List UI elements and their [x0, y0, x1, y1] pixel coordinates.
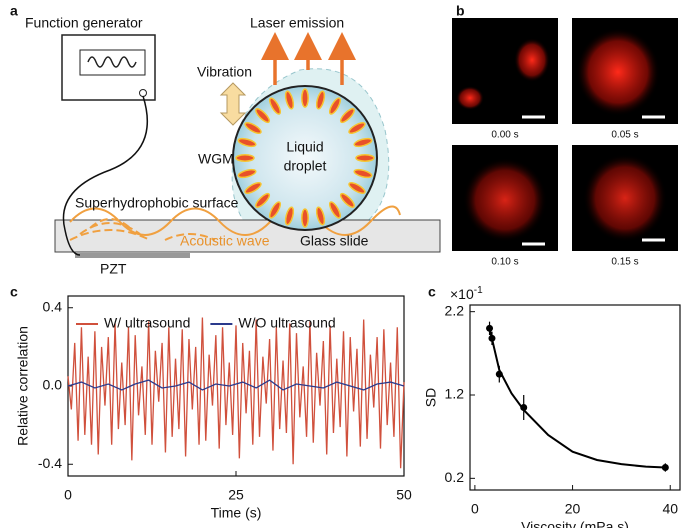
wgm-spike: [284, 90, 295, 110]
point: [495, 370, 503, 378]
wgm-spike: [237, 168, 257, 179]
image-blob: [463, 158, 547, 242]
wgm-spike: [328, 201, 342, 219]
image-time: 0.00 s: [491, 130, 518, 141]
x-axis-title: Time (s): [211, 505, 262, 521]
x-tick-label: 0: [471, 501, 479, 517]
diagram-label: Superhydrophobic surface: [75, 195, 239, 211]
wgm-spike: [244, 121, 262, 135]
series-line: [488, 328, 666, 469]
panel-label: b: [456, 3, 465, 19]
wgm-spike: [348, 181, 366, 195]
diagram-label: Vibration: [197, 64, 252, 80]
y-tick-label: 0.4: [43, 298, 63, 314]
wgm-spike: [315, 206, 326, 226]
wgm-spike: [235, 154, 255, 162]
panel-label: a: [10, 3, 18, 19]
wgm-spike: [244, 181, 262, 195]
x-axis-title: Viscosity (mPa.s): [521, 519, 629, 528]
image-grid: 0.00 s 0.05 s 0.10 s 0.15 s: [452, 18, 678, 268]
legend-label: W/O ultrasound: [238, 315, 335, 331]
panel-label: c: [10, 284, 18, 300]
diagram-label: Liquid: [286, 139, 323, 155]
diagram: Function generator Laser emission Vibrat…: [25, 15, 441, 277]
y-axis-title: Relative correlation: [15, 326, 31, 446]
wgm-spike: [315, 90, 326, 110]
diagram-label: PZT: [100, 261, 127, 277]
wgm-spike: [237, 137, 257, 148]
diagram-label: Function generator: [25, 15, 143, 31]
vibration-arrow: [219, 82, 247, 126]
diagram-label: Glass slide: [300, 233, 369, 249]
port: [139, 89, 147, 97]
glass-slide: [54, 219, 441, 253]
surface-wave: [69, 205, 401, 236]
pzt: [75, 253, 190, 258]
image-blob: [514, 38, 550, 82]
y-tick-label: -0.4: [38, 455, 62, 471]
wgm-spikes: [235, 88, 375, 228]
sine: [87, 56, 137, 68]
diagram-label: Acoustic wave: [180, 233, 270, 249]
y-axis-title: SD: [423, 388, 439, 407]
wgm-spike: [268, 201, 282, 219]
plot-frame: [469, 304, 681, 491]
point: [488, 334, 496, 342]
wgm-spike: [255, 192, 271, 208]
wgm-spike: [353, 168, 373, 179]
wgm-spike: [353, 137, 373, 148]
acoustic-wave: [69, 218, 216, 241]
y-tick-label: 0.0: [43, 377, 63, 393]
x-tick-label: 50: [396, 487, 412, 503]
diagram-label: droplet: [284, 158, 327, 174]
wgm-spike: [301, 208, 309, 228]
screen: [79, 49, 146, 76]
y-tick-label: 2.2: [445, 302, 465, 318]
point: [486, 324, 494, 332]
y-tick-label: 1.2: [445, 386, 465, 402]
wgm-spike: [255, 108, 271, 124]
wgm-spike: [328, 97, 342, 115]
image-blob: [576, 28, 660, 116]
wgm-spike: [301, 88, 309, 108]
cable: [62, 95, 149, 256]
diagram-label: Laser emission: [250, 15, 344, 31]
wgm-spike: [339, 108, 355, 124]
scale-exponent: -1: [474, 285, 483, 296]
diagram-label: WGM: [198, 151, 234, 167]
wgm-spike: [284, 206, 295, 226]
x-tick-label: 25: [228, 487, 244, 503]
y-tick-label: 0.2: [445, 469, 465, 485]
wgm-spike: [268, 97, 282, 115]
legend-label: W/ ultrasound: [104, 315, 190, 331]
image-time: 0.10 s: [491, 257, 518, 268]
point: [520, 404, 528, 411]
y-scale-label: ×10-1: [450, 285, 483, 302]
wgm-spike: [339, 192, 355, 208]
series-line: [67, 317, 405, 469]
wgm-spike: [355, 154, 375, 162]
image-blob: [583, 154, 667, 242]
x-tick-label: 0: [64, 487, 72, 503]
series-line: [67, 379, 405, 391]
image-time: 0.05 s: [611, 130, 638, 141]
x-tick-label: 20: [565, 501, 581, 517]
panel-label: c: [428, 284, 436, 300]
scale-base: ×10: [450, 286, 474, 302]
point: [661, 464, 669, 471]
x-tick-label: 40: [662, 501, 678, 517]
image-time: 0.15 s: [611, 257, 638, 268]
image-blob: [456, 86, 484, 110]
wgm-spike: [348, 121, 366, 135]
